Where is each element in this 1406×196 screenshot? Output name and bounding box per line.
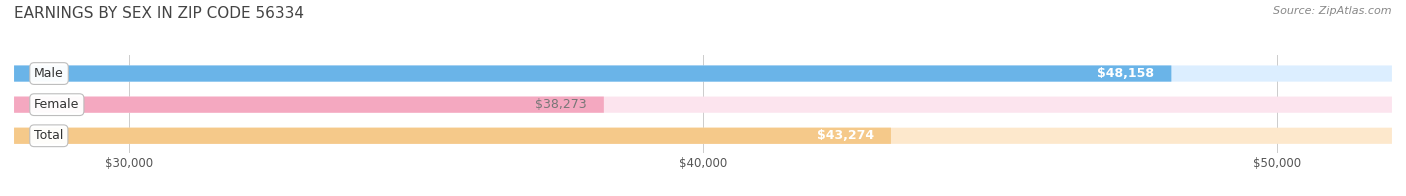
FancyBboxPatch shape [14, 65, 1171, 82]
FancyBboxPatch shape [14, 128, 1392, 144]
Text: Source: ZipAtlas.com: Source: ZipAtlas.com [1274, 6, 1392, 16]
Text: Total: Total [34, 129, 63, 142]
Text: Male: Male [34, 67, 63, 80]
FancyBboxPatch shape [14, 65, 1392, 82]
Text: $38,273: $38,273 [536, 98, 586, 111]
Text: EARNINGS BY SEX IN ZIP CODE 56334: EARNINGS BY SEX IN ZIP CODE 56334 [14, 6, 304, 21]
FancyBboxPatch shape [14, 97, 603, 113]
FancyBboxPatch shape [14, 128, 891, 144]
Text: Female: Female [34, 98, 80, 111]
Text: $43,274: $43,274 [817, 129, 873, 142]
FancyBboxPatch shape [14, 97, 1392, 113]
Text: $48,158: $48,158 [1097, 67, 1154, 80]
